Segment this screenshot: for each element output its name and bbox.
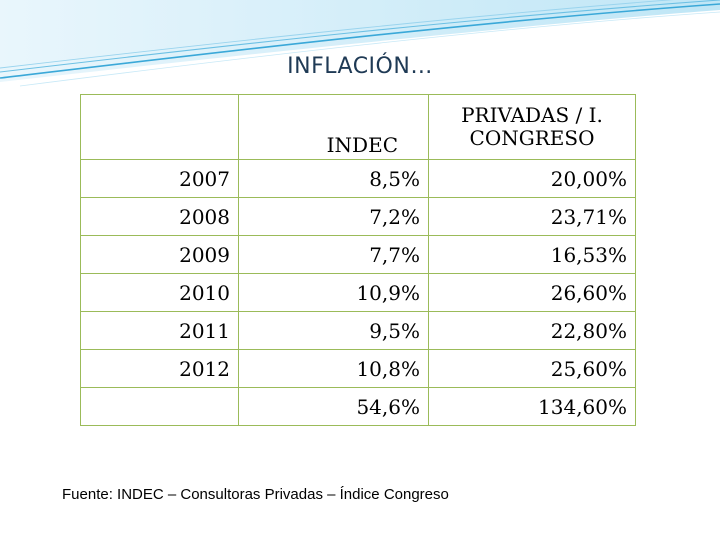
- table-row: 2008 7,2% 23,71%: [80, 197, 636, 236]
- year-cell: 2007: [80, 159, 239, 198]
- year-cell: 2012: [80, 349, 239, 388]
- table-header-row: INDEC PRIVADAS / I. CONGRESO: [80, 94, 636, 160]
- indec-cell: 10,8%: [238, 349, 429, 388]
- table-row: 2007 8,5% 20,00%: [80, 159, 636, 198]
- privadas-total-cell: 134,60%: [428, 387, 636, 426]
- privadas-cell: 20,00%: [428, 159, 636, 198]
- year-cell: [80, 387, 239, 426]
- header-wave-decoration: [0, 0, 720, 87]
- indec-cell: 7,2%: [238, 197, 429, 236]
- privadas-cell: 25,60%: [428, 349, 636, 388]
- year-cell: 2008: [80, 197, 239, 236]
- indec-cell: 10,9%: [238, 273, 429, 312]
- year-cell: 2010: [80, 273, 239, 312]
- header-privadas: PRIVADAS / I. CONGRESO: [428, 94, 636, 160]
- inflation-table: INDEC PRIVADAS / I. CONGRESO 2007 8,5% 2…: [80, 94, 636, 426]
- table-row: 2011 9,5% 22,80%: [80, 311, 636, 350]
- table-row-total: 54,6% 134,60%: [80, 387, 636, 426]
- source-footnote: Fuente: INDEC – Consultoras Privadas – Í…: [62, 486, 449, 503]
- year-cell: 2011: [80, 311, 239, 350]
- indec-cell: 7,7%: [238, 235, 429, 274]
- header-year: [80, 94, 239, 160]
- table-row: 2012 10,8% 25,60%: [80, 349, 636, 388]
- privadas-cell: 16,53%: [428, 235, 636, 274]
- year-cell: 2009: [80, 235, 239, 274]
- privadas-cell: 23,71%: [428, 197, 636, 236]
- indec-cell: 8,5%: [238, 159, 429, 198]
- indec-total-cell: 54,6%: [238, 387, 429, 426]
- indec-cell: 9,5%: [238, 311, 429, 350]
- privadas-cell: 22,80%: [428, 311, 636, 350]
- table-row: 2009 7,7% 16,53%: [80, 235, 636, 274]
- privadas-cell: 26,60%: [428, 273, 636, 312]
- slide-title: INFLACIÓN…: [287, 54, 433, 79]
- table-row: 2010 10,9% 26,60%: [80, 273, 636, 312]
- header-indec: INDEC: [238, 94, 429, 160]
